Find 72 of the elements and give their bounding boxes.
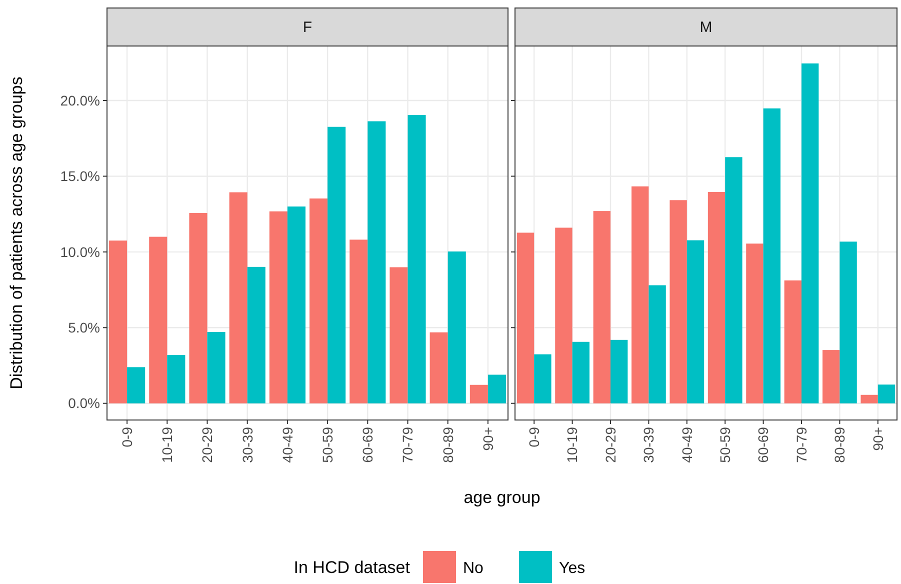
- bar: [802, 63, 819, 404]
- legend-label: Yes: [559, 560, 586, 577]
- bar: [555, 228, 572, 404]
- bar: [368, 121, 386, 404]
- bar: [822, 350, 840, 404]
- bar: [390, 267, 408, 404]
- legend-title: In HCD dataset: [294, 558, 410, 577]
- bar: [572, 342, 590, 404]
- y-tick-label: 10.0%: [60, 244, 100, 260]
- y-tick-label: 0.0%: [68, 395, 100, 412]
- x-tick-label: 70-79: [400, 426, 416, 463]
- chart-title: M: [700, 19, 712, 36]
- bar: [784, 280, 802, 404]
- bar: [610, 340, 628, 404]
- x-tick-label: 40-49: [678, 426, 695, 463]
- x-tick-label: 80-89: [440, 426, 456, 463]
- bar: [408, 115, 426, 404]
- bar: [109, 240, 128, 404]
- x-tick-label: 0-9: [118, 426, 135, 448]
- x-tick-label: 60-69: [360, 426, 376, 463]
- bar: [127, 367, 146, 404]
- bar: [670, 200, 687, 404]
- bar: [632, 186, 649, 404]
- bar: [840, 242, 857, 404]
- bar: [310, 198, 328, 404]
- y-tick-label: 5.0%: [68, 320, 100, 336]
- x-tick-label: 40-49: [279, 426, 296, 463]
- x-tick-label: 10-19: [159, 426, 176, 463]
- bar: [189, 213, 208, 404]
- y-tick-label: 20.0%: [60, 92, 100, 108]
- x-tick-label: 70-79: [793, 426, 810, 463]
- bar: [725, 157, 742, 404]
- bar: [516, 232, 534, 404]
- bar: [430, 332, 448, 404]
- bar: [350, 240, 368, 404]
- bar: [287, 206, 306, 404]
- bar: [763, 108, 780, 404]
- x-tick-label: 0-9: [526, 426, 542, 448]
- x-tick-label: 90+: [870, 427, 886, 451]
- bar: [708, 192, 726, 404]
- y-tick-label: 15.0%: [60, 168, 100, 184]
- bar: [229, 192, 248, 404]
- x-tick-label: 30-39: [640, 426, 657, 463]
- x-tick-label: 30-39: [239, 426, 256, 463]
- bar: [470, 384, 488, 404]
- x-tick-label: 50-59: [717, 426, 733, 463]
- x-tick-label: 20-29: [602, 426, 618, 463]
- x-tick-label: 10-19: [564, 426, 580, 463]
- bar: [746, 244, 764, 404]
- bar: [860, 394, 878, 404]
- y-axis-title: Distribution of patients across age groups: [7, 76, 26, 390]
- x-tick-label: 60-69: [755, 426, 772, 463]
- bar: [878, 384, 896, 404]
- bar: [247, 266, 266, 404]
- chart-title: F: [302, 19, 312, 36]
- bar: [534, 354, 552, 404]
- bar: [648, 285, 666, 404]
- x-tick-label: 50-59: [319, 426, 336, 463]
- x-tick-label: 90+: [480, 427, 496, 451]
- bar: [488, 374, 506, 404]
- bar: [686, 240, 704, 404]
- bar: [448, 251, 466, 404]
- x-axis-title: age group: [464, 488, 540, 507]
- bar: [328, 126, 346, 404]
- legend-label: No: [463, 560, 484, 577]
- bar: [167, 355, 186, 404]
- x-tick-label: 80-89: [832, 426, 848, 463]
- bar: [593, 211, 610, 404]
- x-tick-label: 20-29: [199, 426, 216, 463]
- bar: [207, 332, 226, 404]
- bar: [149, 236, 168, 404]
- bar: [269, 211, 288, 404]
